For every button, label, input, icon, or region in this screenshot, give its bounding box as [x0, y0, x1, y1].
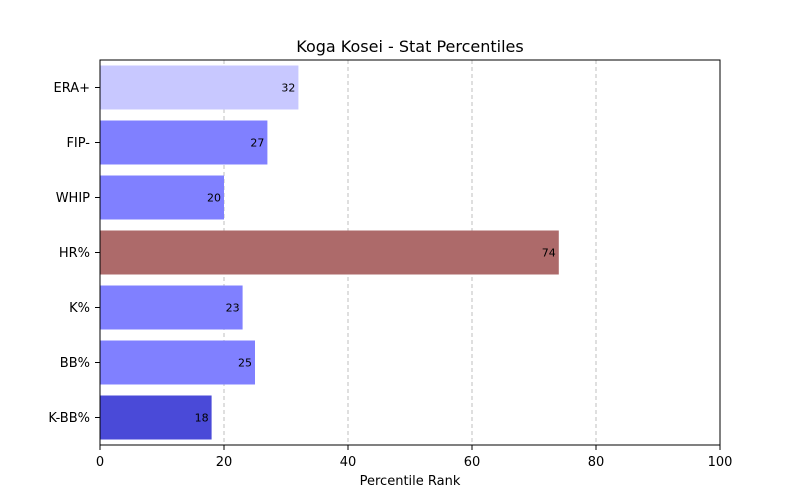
y-tick-label: K-BB%: [48, 411, 90, 426]
y-axis: ERA+ FIP- WHIP HR% K% BB% K-BB%: [48, 81, 100, 426]
chart-title: Koga Kosei - Stat Percentiles: [296, 37, 523, 56]
bar: [100, 285, 243, 330]
y-tick-label: K%: [69, 301, 90, 316]
bar-value-label: 32: [281, 82, 295, 95]
y-tick-label: WHIP: [56, 191, 90, 206]
y-tick-label: FIP-: [66, 136, 90, 151]
x-tick-label: 100: [708, 455, 733, 470]
bar-value-label: 27: [250, 137, 264, 150]
bar-value-label: 23: [226, 302, 240, 315]
bars-group: 32 27 20 74 23 25 18: [100, 65, 559, 440]
x-tick-label: 40: [340, 455, 357, 470]
bar: [100, 395, 212, 440]
y-tick-label: ERA+: [53, 81, 90, 96]
y-tick-label: BB%: [60, 356, 90, 371]
bar-value-label: 74: [542, 247, 556, 260]
bar-value-label: 25: [238, 357, 252, 370]
x-tick-label: 80: [588, 455, 605, 470]
bar: [100, 340, 255, 385]
x-tick-label: 60: [464, 455, 481, 470]
x-axis-label: Percentile Rank: [360, 474, 461, 489]
y-tick-label: HR%: [59, 246, 90, 261]
x-tick-label: 0: [96, 455, 104, 470]
bar: [100, 175, 224, 220]
bar: [100, 230, 559, 275]
bar: [100, 120, 268, 165]
bar-value-label: 20: [207, 192, 221, 205]
bar-value-label: 18: [195, 412, 209, 425]
bar: [100, 65, 299, 110]
x-axis: 0 20 40 60 80 100: [96, 445, 733, 470]
x-tick-label: 20: [216, 455, 233, 470]
